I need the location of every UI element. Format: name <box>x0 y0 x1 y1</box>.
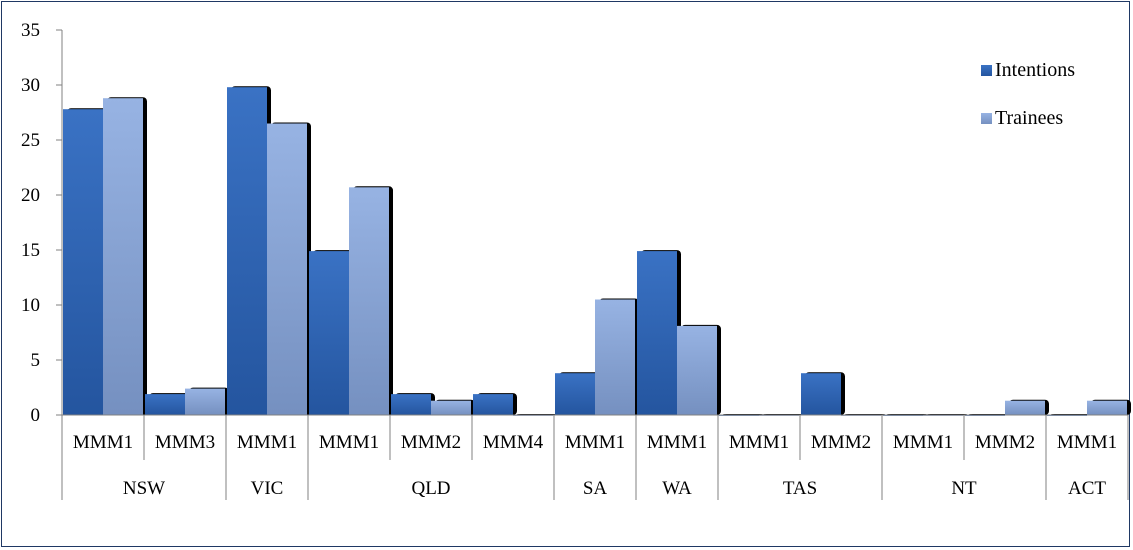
x-category-label: MMM4 <box>483 432 544 453</box>
bar-intentions-nsw-mmm3 <box>145 394 185 415</box>
bar-trainees-nsw-mmm1 <box>103 98 143 415</box>
bar-trainees-nsw-mmm3 <box>185 388 225 415</box>
x-category-label: MMM3 <box>155 432 215 453</box>
x-group-label: ACT <box>1068 478 1106 499</box>
legend-swatch-trainees <box>981 113 992 124</box>
bar-trainees-qld-mmm1 <box>349 187 389 415</box>
x-category-label: MMM2 <box>975 432 1035 453</box>
legend-swatch-intentions <box>981 65 992 76</box>
x-group-label: SA <box>583 478 608 499</box>
bar-trainees-sa-mmm1 <box>595 299 635 415</box>
y-tick-label: 25 <box>21 130 40 151</box>
x-category-label: MMM1 <box>729 432 789 453</box>
x-category-label: MMM1 <box>565 432 625 453</box>
y-tick-label: 0 <box>31 405 41 426</box>
x-category-label: MMM1 <box>647 432 707 453</box>
x-group-label: VIC <box>251 478 284 499</box>
bar-intentions-qld-mmm4 <box>473 394 513 415</box>
bar-intentions-qld-mmm2 <box>391 394 431 415</box>
y-tick-label: 30 <box>21 75 40 96</box>
x-group-label: QLD <box>411 478 450 499</box>
legend-label-trainees: Trainees <box>995 107 1063 129</box>
y-tick-label: 5 <box>31 350 41 371</box>
y-tick-label: 15 <box>21 240 40 261</box>
x-category-label: MMM1 <box>319 432 379 453</box>
bar-intentions-qld-mmm1 <box>309 251 349 415</box>
x-group-label: NSW <box>123 478 165 499</box>
bar-trainees-nt-mmm2 <box>1005 400 1045 415</box>
x-category-label: MMM1 <box>73 432 133 453</box>
bar-intentions-vic-mmm1 <box>227 87 267 415</box>
y-tick-label: 10 <box>21 295 40 316</box>
y-tick-label: 20 <box>21 185 40 206</box>
x-group-label: WA <box>662 478 692 499</box>
bar-trainees-act-mmm1 <box>1087 400 1127 415</box>
bar-trainees-qld-mmm2 <box>431 400 471 415</box>
x-category-label: MMM1 <box>237 432 297 453</box>
x-category-label: MMM1 <box>893 432 953 453</box>
bar-intentions-tas-mmm2 <box>801 373 841 415</box>
x-group-label: TAS <box>783 478 817 499</box>
x-category-label: MMM1 <box>1057 432 1117 453</box>
legend-label-intentions: Intentions <box>995 59 1075 81</box>
x-group-label: NT <box>951 478 977 499</box>
x-category-label: MMM2 <box>401 432 461 453</box>
bar-intentions-wa-mmm1 <box>637 251 677 415</box>
x-category-label: MMM2 <box>811 432 871 453</box>
bar-intentions-sa-mmm1 <box>555 373 595 415</box>
bar-trainees-vic-mmm1 <box>267 123 307 415</box>
bar-intentions-nsw-mmm1 <box>63 109 103 415</box>
y-tick-label: 35 <box>21 20 40 41</box>
bar-trainees-wa-mmm1 <box>677 325 717 415</box>
